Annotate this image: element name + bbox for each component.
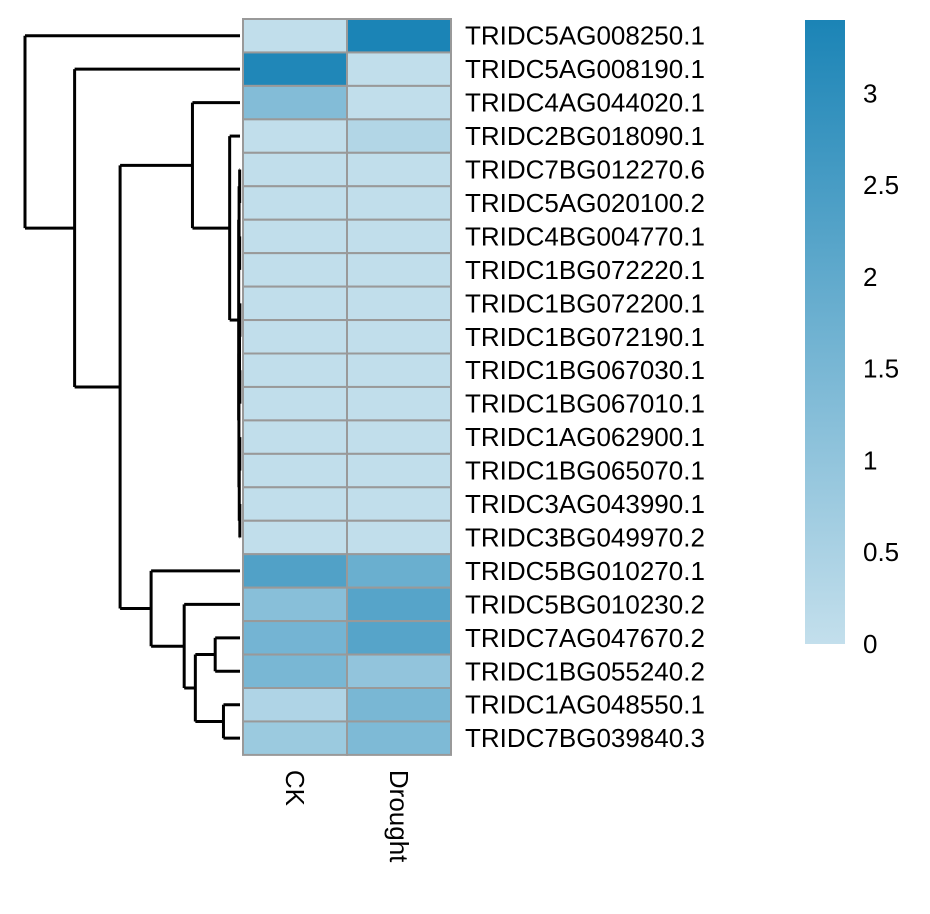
row-label: TRIDC5AG008250.1 <box>465 21 705 51</box>
heatmap-cell <box>346 218 452 255</box>
legend-tick-label: 3 <box>863 78 877 108</box>
heatmap-cell <box>346 687 452 723</box>
heatmap-cell <box>346 586 452 623</box>
heatmap-cell <box>346 118 452 154</box>
heatmap-cell <box>346 84 452 121</box>
legend-color-bar <box>805 20 845 644</box>
row-label: TRIDC5AG020100.2 <box>465 188 705 218</box>
heatmap-cell <box>242 18 348 54</box>
row-label: TRIDC1BG067010.1 <box>465 389 705 419</box>
heatmap-cell <box>242 586 348 623</box>
row-label: TRIDC4BG004770.1 <box>465 221 705 251</box>
heatmap-cell <box>242 285 348 322</box>
row-label: TRIDC1AG048550.1 <box>465 690 705 720</box>
heatmap-cell <box>242 553 348 589</box>
heatmap-cell <box>346 653 452 689</box>
column-labels: CK Drought <box>280 770 414 863</box>
heatmap-cell <box>242 151 348 188</box>
row-label: TRIDC1BG065070.1 <box>465 456 705 486</box>
heatmap-cell <box>242 519 348 556</box>
heatmap-cell <box>346 285 452 322</box>
heatmap-cell <box>242 118 348 154</box>
heatmap-cell <box>346 18 452 54</box>
heatmap-cell <box>346 319 452 355</box>
row-label: TRIDC1BG072200.1 <box>465 288 705 318</box>
row-label: TRIDC7BG012270.6 <box>465 155 705 185</box>
row-label: TRIDC5AG008190.1 <box>465 54 705 84</box>
heatmap-cell <box>346 419 452 455</box>
heatmap-cells <box>242 18 452 756</box>
heatmap-cell <box>242 620 348 656</box>
heatmap-cell <box>242 352 348 388</box>
heatmap-cell <box>242 185 348 221</box>
heatmap-cell <box>242 385 348 422</box>
legend-tick-label: 1 <box>863 445 877 475</box>
column-label: Drought <box>384 770 414 863</box>
row-label: TRIDC7AG047670.2 <box>465 623 705 653</box>
row-label: TRIDC1BG067030.1 <box>465 355 705 385</box>
legend-tick-label: 1.5 <box>863 354 899 384</box>
heatmap-cell <box>242 319 348 355</box>
heatmap-cell <box>346 452 452 489</box>
legend-tick-label: 0 <box>863 629 877 659</box>
heatmap-cell <box>346 620 452 656</box>
heatmap-cell <box>346 720 452 756</box>
legend-tick-label: 0.5 <box>863 537 899 567</box>
row-label: TRIDC1BG072190.1 <box>465 322 705 352</box>
legend-tick-label: 2.5 <box>863 170 899 200</box>
legend-tick-label: 2 <box>863 262 877 292</box>
column-label: CK <box>280 770 310 807</box>
heatmap-cell <box>242 720 348 756</box>
heatmap-cell <box>346 486 452 522</box>
row-label: TRIDC4AG044020.1 <box>465 88 705 118</box>
row-dendrogram <box>23 34 242 740</box>
heatmap-cell <box>242 419 348 455</box>
row-label: TRIDC5BG010230.2 <box>465 589 705 619</box>
row-label: TRIDC3BG049970.2 <box>465 522 705 552</box>
heatmap-cell <box>242 218 348 255</box>
heatmap-cell <box>346 252 452 288</box>
heatmap-cell <box>346 151 452 188</box>
heatmap-cell <box>242 51 348 87</box>
heatmap-cell <box>346 352 452 388</box>
row-label: TRIDC1BG055240.2 <box>465 656 705 686</box>
color-legend: 0 0.5 1 1.5 2 2.5 3 <box>805 20 899 659</box>
heatmap-cell <box>242 653 348 689</box>
heatmap-cell <box>242 452 348 489</box>
heatmap-cell <box>242 84 348 121</box>
heatmap-cell <box>242 252 348 288</box>
heatmap-cell <box>346 519 452 556</box>
row-label: TRIDC1AG062900.1 <box>465 422 705 452</box>
row-label: TRIDC5BG010270.1 <box>465 556 705 586</box>
heatmap-cell <box>346 185 452 221</box>
row-label: TRIDC1BG072220.1 <box>465 255 705 285</box>
row-label: TRIDC7BG039840.3 <box>465 723 705 753</box>
heatmap-cell <box>346 51 452 87</box>
row-label: TRIDC3AG043990.1 <box>465 489 705 519</box>
heatmap-cell <box>346 385 452 422</box>
row-label: TRIDC2BG018090.1 <box>465 121 705 151</box>
heatmap-cell <box>242 687 348 723</box>
heatmap-cell <box>346 553 452 589</box>
heatmap-cell <box>242 486 348 522</box>
